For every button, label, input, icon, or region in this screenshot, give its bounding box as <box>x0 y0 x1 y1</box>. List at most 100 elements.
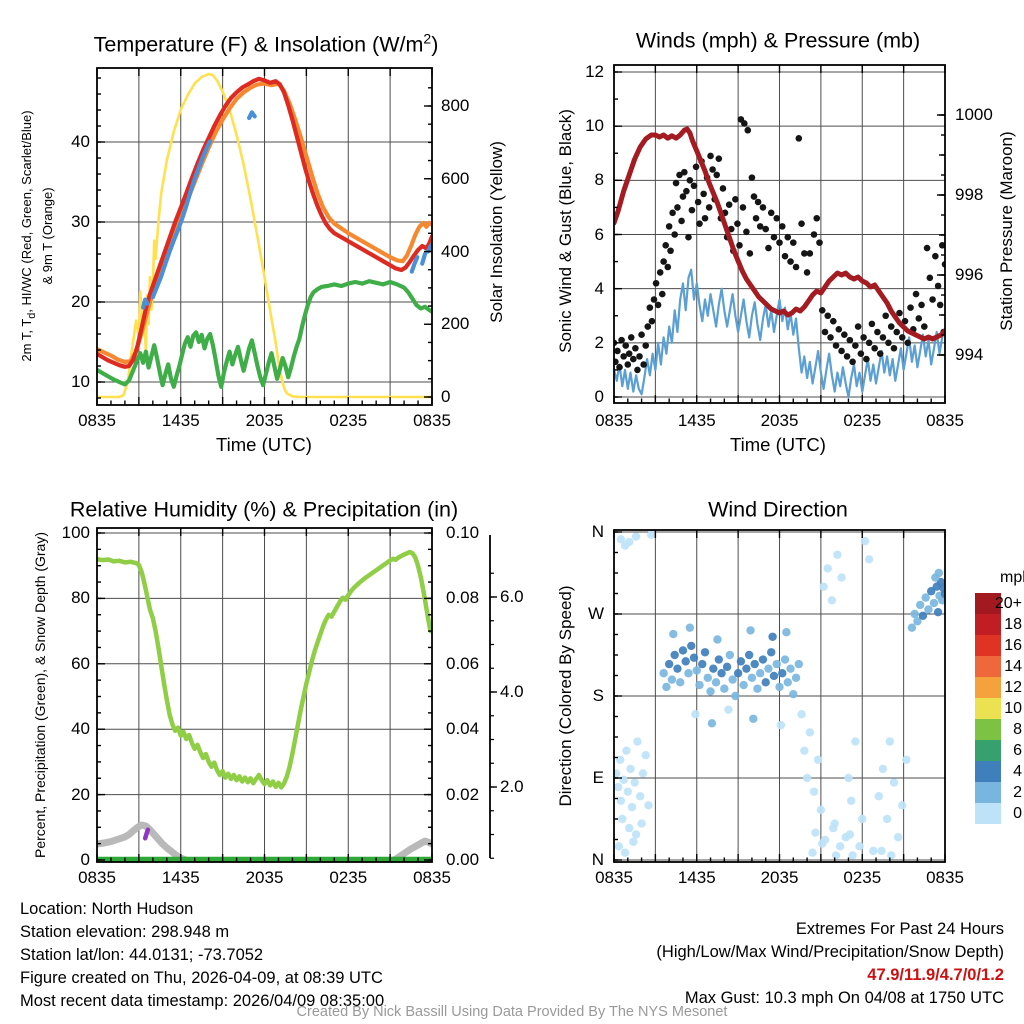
wind-direction-points-dot <box>835 842 845 851</box>
snow-depth-flag-line <box>142 827 151 841</box>
wind-direction-points-dot <box>823 564 832 573</box>
wind-chill-line <box>420 251 428 266</box>
wind-gust-dot <box>685 233 692 241</box>
wind-gust-dot <box>934 282 942 290</box>
x-tick-label: 0835 <box>78 868 116 887</box>
wind-gust-dot <box>896 309 903 317</box>
y-tick-label: 0 <box>80 850 90 869</box>
colorbar-label: 18 <box>1004 615 1022 633</box>
wind-direction-points-dot <box>624 823 634 833</box>
wind-direction-points-dot <box>764 664 773 673</box>
y-axis-label-direction: Direction (Colored By Speed) <box>556 585 575 807</box>
wind-direction-points-dot <box>616 796 626 805</box>
x-axis-label-temp: Time (UTC) <box>216 434 312 455</box>
colorbar-block <box>975 761 1001 782</box>
wind-direction-points-dot <box>644 801 653 810</box>
wind-gust-dot <box>838 347 845 355</box>
relative-humidity-line <box>97 549 432 790</box>
wind-direction-points-dot <box>669 629 678 639</box>
wind-direction-points-dot <box>629 837 638 846</box>
wind-direction-points-dot <box>869 846 878 856</box>
wind-gust-dot <box>767 209 775 217</box>
x-tick-label: 2035 <box>760 411 799 430</box>
x-tick-label: 0235 <box>329 411 368 430</box>
wind-direction-points-dot <box>786 664 795 673</box>
y-tick-label: 0 <box>441 387 451 406</box>
wind-gust-dot <box>681 168 688 176</box>
wind-gust-dot <box>854 323 862 330</box>
wind-gust-dot <box>690 182 698 190</box>
colorbar-label: 0 <box>1013 804 1022 822</box>
wind-direction-points-dot <box>927 587 936 596</box>
wind-direction-points-dot <box>827 596 837 605</box>
y-tick-label: 1000 <box>955 105 993 124</box>
x-tick-label: 0835 <box>926 411 964 430</box>
wind-gust-dot <box>707 152 714 160</box>
wind-direction-points-dot <box>882 814 892 824</box>
wind-direction-points-dot <box>659 669 668 678</box>
colorbar-block <box>975 803 1001 824</box>
wind-direction-points-dot <box>819 582 828 591</box>
y-tick-label: 2 <box>594 332 604 352</box>
wind-direction-points-dot <box>758 655 768 664</box>
wind-direction-points-dot <box>676 678 685 687</box>
y-tick-label: 20 <box>71 784 90 804</box>
wind-direction-points-dot <box>887 851 896 860</box>
wind-direction-points-dot <box>893 833 903 842</box>
wind-gust-dot <box>801 250 808 257</box>
wind-direction-points-dot <box>631 830 641 839</box>
wind-chill-line <box>247 110 257 121</box>
y-tick-label: 0.04 <box>446 719 480 739</box>
wind-gust-dot <box>926 274 934 282</box>
wind-gust-dot <box>798 220 805 227</box>
y-tick-label: 10 <box>71 372 90 391</box>
y-tick-label: 0.06 <box>446 653 480 673</box>
wind-gust-dot <box>748 174 756 181</box>
wind-direction-points-dot <box>684 669 693 678</box>
wind-direction-points-dot <box>829 823 838 833</box>
wind-direction-points-dot <box>753 684 762 693</box>
wind-direction-points-dot <box>864 555 874 564</box>
station-info: Location: North Hudson Station elevation… <box>20 898 384 1013</box>
wind-gust-dot <box>792 263 800 271</box>
wind-direction-points-dot <box>755 669 765 678</box>
wind-direction-points-dot <box>698 659 707 669</box>
y-tick-label: 8 <box>594 170 604 190</box>
wind-gust-dot <box>664 263 672 271</box>
y-axis-label-humidity: Percent, Precipitation (Green), & Snow D… <box>32 531 48 859</box>
wind-direction-points-dot <box>749 714 758 723</box>
max-gust: Max Gust: 10.3 mph On 04/08 at 1750 UTC <box>684 989 1004 1007</box>
x-tick-label: 0235 <box>843 411 882 430</box>
wind-gust-dot <box>887 323 895 330</box>
wind-direction-points-dot <box>910 609 919 619</box>
colorbar-block <box>975 635 1001 656</box>
chart-title-temperature: Temperature (F) & Insolation (W/m2) <box>93 30 439 57</box>
wind-direction-points-dot <box>768 632 777 641</box>
wind-direction-points-dot <box>918 611 928 621</box>
wind-direction-points-dot <box>844 773 853 783</box>
wind-gust-dot <box>686 177 694 184</box>
wind-direction-points-dot <box>717 669 726 678</box>
wind-direction-points-dot <box>637 819 646 828</box>
sonic-wind-line <box>614 268 945 399</box>
series-group <box>614 530 945 860</box>
wind-gust-dot <box>857 350 865 357</box>
wind-direction-points-dot <box>631 532 641 541</box>
wind-gust-dot <box>936 301 944 309</box>
wind-direction-points-dot <box>833 550 842 559</box>
wind-direction-points-dot <box>761 678 770 687</box>
wind-gust-dot <box>632 344 639 352</box>
panel-1 <box>613 64 946 404</box>
wind-gust-dot <box>776 239 783 246</box>
wind-direction-points-dot <box>902 755 911 764</box>
wind-direction-points-dot <box>831 851 841 860</box>
x-tick-label: 0835 <box>595 411 633 430</box>
wind-direction-points-dot <box>678 646 688 655</box>
wind-direction-points-dot <box>731 691 740 701</box>
wind-gust-dot <box>705 204 713 211</box>
wind-direction-points-dot <box>907 623 917 632</box>
wind-gust-dot <box>741 120 748 127</box>
wind-direction-points-dot <box>921 593 930 602</box>
wind-direction-points-dot <box>681 657 690 666</box>
